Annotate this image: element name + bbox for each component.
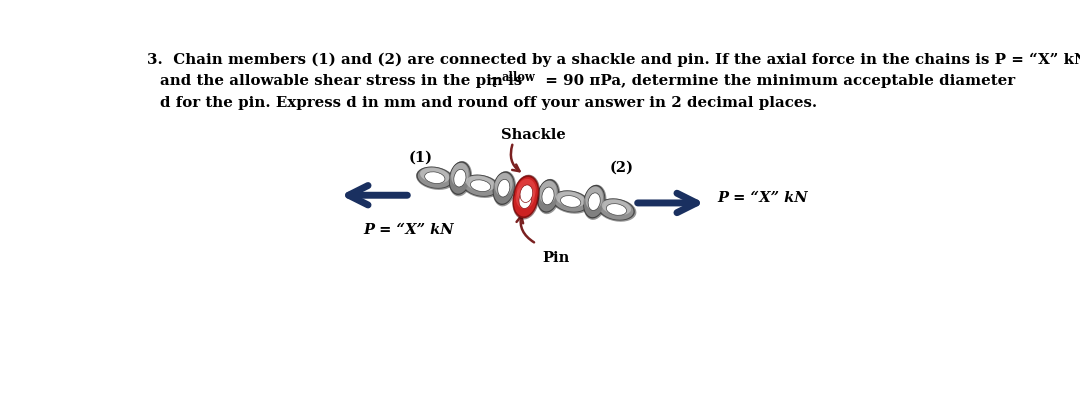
Ellipse shape <box>515 177 538 210</box>
Ellipse shape <box>514 175 539 212</box>
Ellipse shape <box>517 179 536 203</box>
Ellipse shape <box>492 171 516 207</box>
Ellipse shape <box>462 175 499 197</box>
Ellipse shape <box>583 185 605 218</box>
Ellipse shape <box>542 187 554 205</box>
Ellipse shape <box>583 185 607 220</box>
Ellipse shape <box>498 179 510 197</box>
Ellipse shape <box>585 186 603 210</box>
Ellipse shape <box>552 190 589 213</box>
Ellipse shape <box>454 169 465 187</box>
Ellipse shape <box>598 198 635 220</box>
Ellipse shape <box>417 167 454 189</box>
Ellipse shape <box>513 181 538 218</box>
Ellipse shape <box>552 190 591 214</box>
Text: allow: allow <box>501 71 536 84</box>
Text: and the allowable shear stress in the pin is: and the allowable shear stress in the pi… <box>160 74 527 88</box>
Ellipse shape <box>602 199 631 215</box>
Ellipse shape <box>597 198 636 222</box>
Ellipse shape <box>537 179 559 213</box>
Ellipse shape <box>462 175 500 198</box>
Text: (1): (1) <box>408 150 432 164</box>
Text: d for the pin. Express d in mm and round off your answer in 2 decimal places.: d for the pin. Express d in mm and round… <box>160 96 816 110</box>
Ellipse shape <box>599 199 634 220</box>
Ellipse shape <box>521 185 532 203</box>
Ellipse shape <box>451 163 469 186</box>
Ellipse shape <box>416 167 455 190</box>
Ellipse shape <box>494 173 514 204</box>
Ellipse shape <box>418 167 451 188</box>
Text: Pin: Pin <box>542 252 569 265</box>
Ellipse shape <box>584 186 605 217</box>
Ellipse shape <box>556 192 585 207</box>
Ellipse shape <box>424 172 445 184</box>
Ellipse shape <box>514 183 537 216</box>
Ellipse shape <box>449 161 471 195</box>
Text: (2): (2) <box>610 160 634 175</box>
Ellipse shape <box>463 175 498 196</box>
Ellipse shape <box>465 176 496 192</box>
Ellipse shape <box>471 180 490 192</box>
Text: 3.  Chain members (1) and (2) are connected by a shackle and pin. If the axial f: 3. Chain members (1) and (2) are connect… <box>147 53 1080 67</box>
Ellipse shape <box>449 163 470 194</box>
Ellipse shape <box>537 179 561 214</box>
Ellipse shape <box>420 167 449 183</box>
Ellipse shape <box>512 181 539 220</box>
Ellipse shape <box>538 181 558 211</box>
Text: = 90 πPa, determine the minimum acceptable diameter: = 90 πPa, determine the minimum acceptab… <box>540 74 1015 88</box>
Ellipse shape <box>561 196 581 207</box>
Ellipse shape <box>492 171 515 205</box>
Ellipse shape <box>589 193 600 211</box>
Ellipse shape <box>539 181 557 204</box>
Text: P = “X” kN: P = “X” kN <box>718 190 809 205</box>
Ellipse shape <box>554 191 588 212</box>
Text: P = “X” kN: P = “X” kN <box>364 223 455 237</box>
Text: $\tau$: $\tau$ <box>488 75 500 90</box>
Ellipse shape <box>516 185 535 209</box>
Ellipse shape <box>495 173 513 197</box>
Ellipse shape <box>513 175 540 213</box>
Text: Shackle: Shackle <box>501 128 566 142</box>
Ellipse shape <box>519 191 531 209</box>
Ellipse shape <box>606 204 626 215</box>
Ellipse shape <box>449 161 472 196</box>
